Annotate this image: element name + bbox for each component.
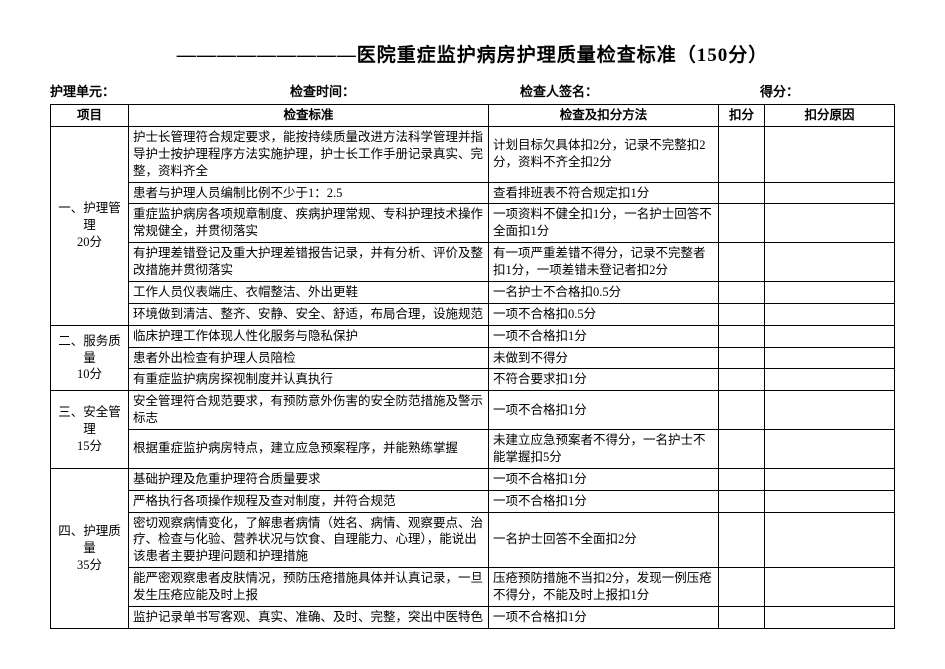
standard-cell: 护士长管理符合规定要求，能按持续质量改进方法科学管理并指导护士按护理程序方法实施… (129, 126, 489, 182)
standard-cell: 安全管理符合规范要求，有预防意外伤害的安全防范措施及警示标志 (129, 391, 489, 430)
deduct-cell (719, 391, 765, 430)
unit-label: 护理单元： (50, 81, 290, 100)
standards-table: 项目 检查标准 检查及扣分方法 扣分 扣分原因 一、护理管理20分护士长管理符合… (50, 104, 895, 629)
reason-cell (765, 325, 895, 347)
standard-cell: 患者外出检查有护理人员陪检 (129, 347, 489, 369)
table-row: 监护记录单书写客观、真实、准确、及时、完整，突出中医特色一项不合格扣1分 (51, 606, 895, 628)
table-row: 工作人员仪表端庄、衣帽整洁、外出更鞋一名护士不合格扣0.5分 (51, 281, 895, 303)
standard-cell: 能严密观察患者皮肤情况，预防压疮措施具体并认真记录，一旦发生压疮应能及时上报 (129, 568, 489, 607)
table-row: 二、服务质量10分临床护理工作体现人性化服务与隐私保护一项不合格扣1分 (51, 325, 895, 347)
deduct-cell (719, 204, 765, 243)
table-row: 有护理差错登记及重大护理差错报告记录，并有分析、评价及整改措施并贯彻落实有一项严… (51, 243, 895, 282)
standard-cell: 监护记录单书写客观、真实、准确、及时、完整，突出中医特色 (129, 606, 489, 628)
reason-cell (765, 347, 895, 369)
reason-cell (765, 430, 895, 469)
table-row: 三、安全管理15分安全管理符合规范要求，有预防意外伤害的安全防范措施及警示标志一… (51, 391, 895, 430)
reason-cell (765, 204, 895, 243)
method-cell: 有一项严重差错不得分，记录不完整者扣1分，一项差错未登记者扣2分 (489, 243, 719, 282)
deduct-cell (719, 182, 765, 204)
section-label: 二、服务质量10分 (51, 325, 129, 391)
deduct-cell (719, 468, 765, 490)
signer-label: 检查人签名： (520, 81, 760, 100)
reason-cell (765, 468, 895, 490)
method-cell: 一项不合格扣1分 (489, 468, 719, 490)
deduct-cell (719, 490, 765, 512)
standard-cell: 密切观察病情变化，了解患者病情（姓名、病情、观察要点、治疗、检查与化验、营养状况… (129, 512, 489, 568)
table-row: 患者与护理人员编制比例不少于1：2.5查看排班表不符合规定扣1分 (51, 182, 895, 204)
method-cell: 一项不合格扣1分 (489, 391, 719, 430)
section-label: 四、护理质量35分 (51, 468, 129, 628)
col-project: 项目 (51, 105, 129, 127)
deduct-cell (719, 126, 765, 182)
page-title: —————————医院重症监护病房护理质量检查标准（150分） (50, 40, 895, 67)
time-label: 检查时间： (290, 81, 520, 100)
reason-cell (765, 606, 895, 628)
deduct-cell (719, 606, 765, 628)
standard-cell: 临床护理工作体现人性化服务与隐私保护 (129, 325, 489, 347)
standard-cell: 患者与护理人员编制比例不少于1：2.5 (129, 182, 489, 204)
method-cell: 一项不合格扣1分 (489, 606, 719, 628)
deduct-cell (719, 512, 765, 568)
section-label: 一、护理管理20分 (51, 126, 129, 325)
reason-cell (765, 281, 895, 303)
table-row: 四、护理质量35分基础护理及危重护理符合质量要求一项不合格扣1分 (51, 468, 895, 490)
method-cell: 一名护士回答不全面扣2分 (489, 512, 719, 568)
standard-cell: 有护理差错登记及重大护理差错报告记录，并有分析、评价及整改措施并贯彻落实 (129, 243, 489, 282)
table-row: 能严密观察患者皮肤情况，预防压疮措施具体并认真记录，一旦发生压疮应能及时上报压疮… (51, 568, 895, 607)
standard-cell: 环境做到清洁、整齐、安静、安全、舒适，布局合理，设施规范 (129, 303, 489, 325)
reason-cell (765, 568, 895, 607)
reason-cell (765, 182, 895, 204)
method-cell: 一项不合格扣1分 (489, 490, 719, 512)
reason-cell (765, 512, 895, 568)
deduct-cell (719, 568, 765, 607)
reason-cell (765, 303, 895, 325)
col-standard: 检查标准 (129, 105, 489, 127)
table-row: 根据重症监护病房特点，建立应急预案程序，并能熟练掌握未建立应急预案者不得分，一名… (51, 430, 895, 469)
method-cell: 压疮预防措施不当扣2分，发现一例压疮不得分，不能及时上报扣1分 (489, 568, 719, 607)
method-cell: 计划目标欠具体扣2分，记录不完整扣2分，资料不齐全扣2分 (489, 126, 719, 182)
method-cell: 一项资料不健全扣1分，一名护士回答不全面扣1分 (489, 204, 719, 243)
table-row: 患者外出检查有护理人员陪检未做到不得分 (51, 347, 895, 369)
reason-cell (765, 490, 895, 512)
standard-cell: 根据重症监护病房特点，建立应急预案程序，并能熟练掌握 (129, 430, 489, 469)
col-reason: 扣分原因 (765, 105, 895, 127)
table-row: 严格执行各项操作规程及查对制度，并符合规范一项不合格扣1分 (51, 490, 895, 512)
deduct-cell (719, 430, 765, 469)
method-cell: 查看排班表不符合规定扣1分 (489, 182, 719, 204)
header-row: 护理单元： 检查时间： 检查人签名： 得分： (50, 81, 895, 100)
standard-cell: 重症监护病房各项规章制度、疾病护理常规、专科护理技术操作常规健全，并贯彻落实 (129, 204, 489, 243)
table-row: 一、护理管理20分护士长管理符合规定要求，能按持续质量改进方法科学管理并指导护士… (51, 126, 895, 182)
method-cell: 不符合要求扣1分 (489, 369, 719, 391)
standard-cell: 严格执行各项操作规程及查对制度，并符合规范 (129, 490, 489, 512)
standard-cell: 有重症监护病房探视制度并认真执行 (129, 369, 489, 391)
method-cell: 未做到不得分 (489, 347, 719, 369)
reason-cell (765, 243, 895, 282)
method-cell: 一项不合格扣1分 (489, 325, 719, 347)
table-row: 重症监护病房各项规章制度、疾病护理常规、专科护理技术操作常规健全，并贯彻落实一项… (51, 204, 895, 243)
method-cell: 一项不合格扣0.5分 (489, 303, 719, 325)
method-cell: 未建立应急预案者不得分，一名护士不能掌握扣5分 (489, 430, 719, 469)
deduct-cell (719, 369, 765, 391)
reason-cell (765, 391, 895, 430)
deduct-cell (719, 325, 765, 347)
col-method: 检查及扣分方法 (489, 105, 719, 127)
deduct-cell (719, 281, 765, 303)
table-row: 环境做到清洁、整齐、安静、安全、舒适，布局合理，设施规范一项不合格扣0.5分 (51, 303, 895, 325)
deduct-cell (719, 347, 765, 369)
table-row: 有重症监护病房探视制度并认真执行不符合要求扣1分 (51, 369, 895, 391)
deduct-cell (719, 303, 765, 325)
deduct-cell (719, 243, 765, 282)
standard-cell: 工作人员仪表端庄、衣帽整洁、外出更鞋 (129, 281, 489, 303)
reason-cell (765, 369, 895, 391)
standard-cell: 基础护理及危重护理符合质量要求 (129, 468, 489, 490)
score-label: 得分： (760, 81, 799, 100)
col-deduct: 扣分 (719, 105, 765, 127)
method-cell: 一名护士不合格扣0.5分 (489, 281, 719, 303)
reason-cell (765, 126, 895, 182)
table-row: 密切观察病情变化，了解患者病情（姓名、病情、观察要点、治疗、检查与化验、营养状况… (51, 512, 895, 568)
section-label: 三、安全管理15分 (51, 391, 129, 469)
